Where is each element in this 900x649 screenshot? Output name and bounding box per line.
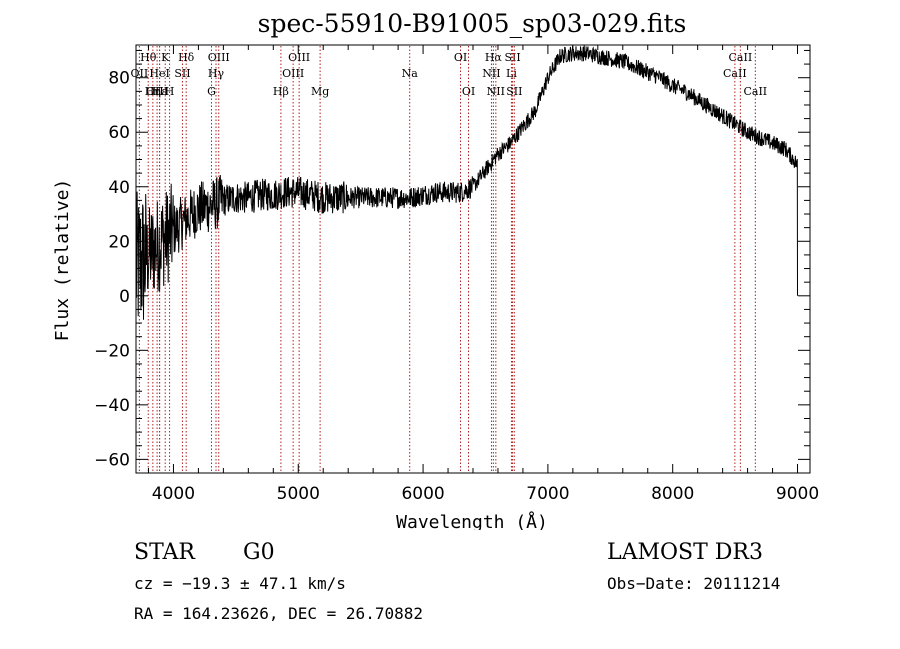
line-marker-label: CaII bbox=[743, 85, 767, 98]
line-marker-label: Mg bbox=[311, 85, 329, 98]
line-marker-label: OIII bbox=[146, 85, 168, 98]
y-tick-label: 20 bbox=[108, 232, 130, 252]
line-marker-label: SII bbox=[174, 67, 190, 80]
line-marker-label: HeI bbox=[149, 67, 169, 80]
survey-name: LAMOST DR3 bbox=[607, 540, 763, 565]
line-marker-label: NII bbox=[487, 85, 505, 98]
axis-ticks: 4000 5000 6000 7000 8000 9000 −60 −40 −20 0 20 40 60… bbox=[94, 45, 819, 504]
line-marker-label: OII bbox=[131, 67, 149, 80]
line-marker-label: H bbox=[165, 85, 175, 98]
y-tick-label: 40 bbox=[108, 178, 130, 198]
line-marker-label: G bbox=[207, 85, 216, 98]
y-tick-label: 60 bbox=[108, 123, 130, 143]
line-marker-label: Hα bbox=[485, 51, 503, 64]
object-class: STAR bbox=[134, 540, 195, 565]
spectrum-line bbox=[135, 45, 798, 320]
line-marker-label: K bbox=[161, 51, 170, 64]
x-tick-label: 9000 bbox=[776, 484, 819, 504]
x-tick-label: 4000 bbox=[152, 484, 195, 504]
line-marker-label: Li bbox=[506, 67, 517, 80]
obs-date: Obs−Date: 20111214 bbox=[607, 574, 781, 593]
y-tick-label: −60 bbox=[94, 450, 130, 470]
line-marker-label: OI bbox=[454, 51, 467, 64]
y-tick-label: 0 bbox=[119, 287, 130, 307]
object-subclass: G0 bbox=[243, 540, 275, 565]
line-marker-label: SII bbox=[504, 51, 520, 64]
line-marker-label: Hη bbox=[145, 85, 161, 98]
line-marker-label: CaII bbox=[729, 51, 753, 64]
spectrum-plot: spec-55910-B91005_sp03-029.fits Hθ OII OII… bbox=[52, 9, 819, 533]
y-tick-label: −20 bbox=[94, 341, 130, 361]
line-markers: HθOIIOIIIHεKHeIHHηHδSIIOIIIHγGOIIIOIIIHβ… bbox=[131, 46, 767, 472]
x-tick-label: 5000 bbox=[277, 484, 320, 504]
line-marker-label: CaII bbox=[723, 67, 747, 80]
y-tick-label: 80 bbox=[108, 69, 130, 89]
coordinates: RA = 164.23626, DEC = 26.70882 bbox=[134, 604, 423, 623]
line-marker-label: SII bbox=[506, 85, 522, 98]
redshift-line: cz = −19.3 ± 47.1 km/s bbox=[134, 574, 346, 593]
plot-frame bbox=[135, 44, 811, 474]
line-marker-label: OIII bbox=[208, 51, 230, 64]
x-axis-label: Wavelength (Å) bbox=[396, 511, 548, 530]
line-marker-label: Hθ bbox=[140, 51, 157, 64]
line-marker-label: NII bbox=[482, 67, 500, 80]
chart-title: spec-55910-B91005_sp03-029.fits bbox=[258, 9, 687, 38]
line-marker-label: OIII bbox=[282, 67, 304, 80]
x-tick-label: 6000 bbox=[401, 484, 444, 504]
line-marker-label: Hδ bbox=[178, 51, 195, 64]
line-marker-label: OI bbox=[462, 85, 475, 98]
line-marker-label: Na bbox=[402, 67, 419, 80]
y-tick-label: −40 bbox=[94, 396, 130, 416]
x-tick-label: 7000 bbox=[526, 484, 569, 504]
line-marker-label: OIII bbox=[288, 51, 310, 64]
line-marker-label: Hβ bbox=[273, 85, 289, 98]
line-marker-label: Hγ bbox=[208, 67, 225, 80]
y-axis-label: Flux (relative) bbox=[52, 179, 73, 342]
x-tick-label: 8000 bbox=[651, 484, 694, 504]
